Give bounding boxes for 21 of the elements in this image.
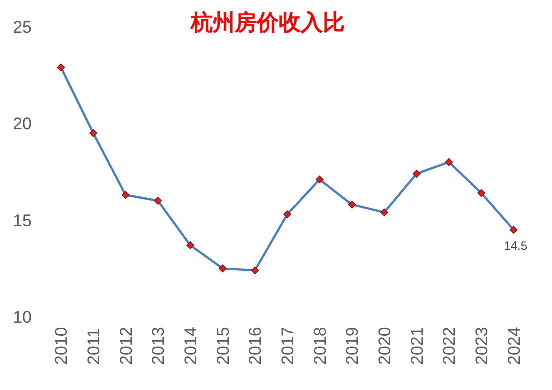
x-tick-label: 2015 <box>214 327 233 365</box>
x-tick-label: 2018 <box>310 327 330 365</box>
y-tick-label: 15 <box>13 211 32 230</box>
y-tick-label: 20 <box>13 114 32 134</box>
y-tick-label: 25 <box>13 18 32 37</box>
x-tick-label: 2014 <box>182 327 200 365</box>
x-tick-label: 2011 <box>84 328 104 365</box>
x-tick-label: 2022 <box>440 327 460 365</box>
x-tick-label: 2017 <box>278 327 298 365</box>
x-tick-label: 2012 <box>116 327 136 365</box>
x-tick-label: 2024 <box>504 327 524 365</box>
x-tick-label: 2019 <box>343 327 362 365</box>
y-tick-label: 10 <box>13 308 32 327</box>
data-label: 14.5 <box>504 239 528 253</box>
chart-title: 杭州房价收入比 <box>190 10 345 35</box>
x-tick-label: 2010 <box>52 327 72 365</box>
x-tick-label: 2013 <box>149 327 168 365</box>
x-tick-label: 2023 <box>472 327 492 365</box>
x-tick-label: 2020 <box>376 327 394 365</box>
x-tick-label: 2016 <box>246 327 266 365</box>
x-tick-label: 2021 <box>408 327 427 365</box>
